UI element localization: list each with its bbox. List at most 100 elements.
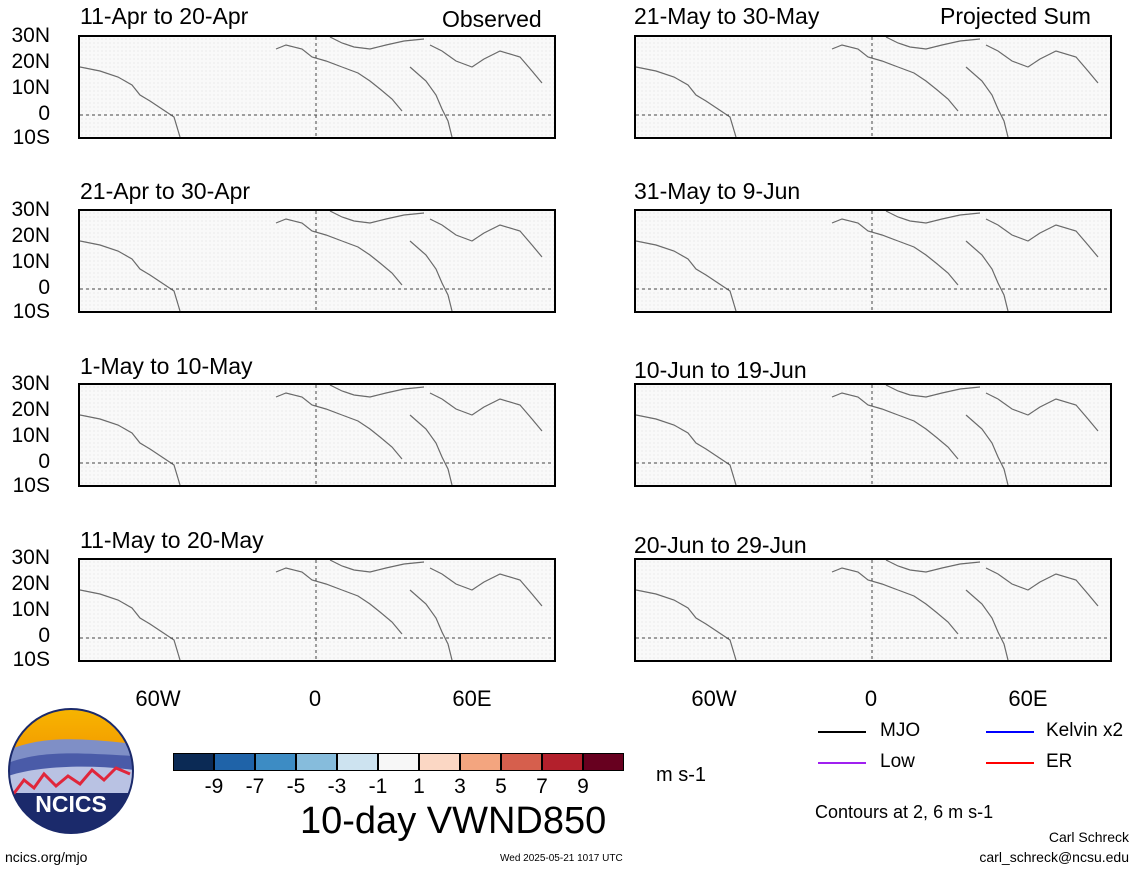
- colorbar-box: [501, 753, 542, 771]
- lat-label: 10S: [12, 300, 50, 323]
- colorbar-box: [378, 753, 419, 771]
- coastline: [80, 589, 181, 660]
- colorbar-box: [214, 753, 255, 771]
- ncics-logo-graphic: NCICS: [8, 708, 134, 834]
- coastline: [965, 414, 1009, 485]
- map-graphic: [80, 560, 554, 660]
- lat-label: 10S: [12, 474, 50, 497]
- coastline: [831, 567, 959, 635]
- projected-header: Projected Sum: [940, 3, 1091, 29]
- coastline: [636, 589, 737, 660]
- coastline: [409, 414, 453, 485]
- colorbar-label: 3: [454, 775, 466, 798]
- legend-line-kelvin: [986, 731, 1034, 733]
- lat-label: 0: [38, 102, 50, 125]
- colorbar-label: 7: [536, 775, 548, 798]
- map-panel: [78, 209, 556, 313]
- lon-label: 60W: [691, 686, 737, 711]
- map-panel: [634, 209, 1112, 313]
- coastline: [429, 567, 543, 607]
- panel-title-1: 11-Apr to 20-Apr: [80, 3, 249, 29]
- footer-email[interactable]: carl_schreck@ncsu.edu: [979, 849, 1129, 865]
- coastline: [985, 392, 1099, 432]
- lat-label: 10S: [12, 126, 50, 149]
- lat-label: 20N: [11, 398, 50, 421]
- coastline: [636, 414, 737, 485]
- coastline: [831, 392, 959, 460]
- colorbar-label: -3: [327, 775, 347, 798]
- coastline: [965, 589, 1009, 660]
- coastline: [329, 560, 425, 573]
- coastline: [80, 240, 181, 311]
- panel-title-5: 21-May to 30-May: [634, 3, 820, 29]
- coastline: [329, 211, 425, 224]
- lon-label: 60E: [1008, 686, 1048, 711]
- coastline: [831, 218, 959, 286]
- coastline: [636, 66, 737, 137]
- panel-title-7: 10-Jun to 19-Jun: [634, 357, 807, 383]
- coastline: [885, 37, 981, 50]
- coastline: [636, 240, 737, 311]
- lat-label: 0: [38, 450, 50, 473]
- coastline: [985, 567, 1099, 607]
- colorbar-box: [583, 753, 624, 771]
- panel-title-6: 31-May to 9-Jun: [634, 178, 801, 204]
- observed-header: Observed: [442, 6, 542, 32]
- coastline: [965, 240, 1009, 311]
- coastline: [831, 44, 959, 112]
- contours-note: Contours at 2, 6 m s-1: [815, 802, 994, 822]
- lat-label: 30N: [11, 372, 50, 395]
- colorbar-label: 9: [577, 775, 589, 798]
- legend-label-kelvin: Kelvin x2: [1046, 720, 1124, 741]
- map-panel: [634, 558, 1112, 662]
- coastline: [429, 392, 543, 432]
- legend-line-low: [818, 762, 866, 764]
- legend-label-er: ER: [1046, 751, 1073, 772]
- legend-line-mjo: [818, 731, 866, 733]
- map-panel: [78, 35, 556, 139]
- coastline: [80, 66, 181, 137]
- coastline: [429, 218, 543, 258]
- coastline: [429, 44, 543, 84]
- lat-label: 0: [38, 276, 50, 299]
- colorbar-title: 10-day VWND850: [300, 800, 607, 842]
- panel-title-8: 20-Jun to 29-Jun: [634, 532, 807, 558]
- colorbar-label: -7: [245, 775, 265, 798]
- coastline: [275, 567, 403, 635]
- lat-label: 10N: [11, 424, 50, 447]
- footer-url[interactable]: ncics.org/mjo: [5, 849, 88, 865]
- coastline: [409, 589, 453, 660]
- colorbar-box: [337, 753, 378, 771]
- coastline: [275, 392, 403, 460]
- lat-label: 30N: [11, 198, 50, 221]
- lat-label: 20N: [11, 224, 50, 247]
- footer-timestamp: Wed 2025-05-21 1017 UTC: [500, 853, 623, 864]
- panel-title-4: 11-May to 20-May: [80, 527, 264, 553]
- coastline: [80, 414, 181, 485]
- lat-label: 10S: [12, 648, 50, 671]
- ncics-logo[interactable]: NCICS: [8, 708, 134, 834]
- panel-title-3: 1-May to 10-May: [80, 353, 253, 379]
- map-panel: [634, 383, 1112, 487]
- lat-label: 10N: [11, 76, 50, 99]
- map-graphic: [636, 37, 1110, 137]
- coastline: [885, 385, 981, 398]
- coastline: [329, 385, 425, 398]
- coastline: [985, 44, 1099, 84]
- lat-label: 20N: [11, 50, 50, 73]
- map-panel: [634, 35, 1112, 139]
- map-graphic: [80, 385, 554, 485]
- lat-label: 0: [38, 624, 50, 647]
- coastline: [985, 218, 1099, 258]
- colorbar-box: [296, 753, 337, 771]
- coastline: [275, 44, 403, 112]
- colorbar-label: -9: [204, 775, 224, 798]
- colorbar-box: [419, 753, 460, 771]
- coastline: [885, 211, 981, 224]
- colorbar-box: [542, 753, 583, 771]
- coastline: [329, 37, 425, 50]
- map-graphic: [636, 560, 1110, 660]
- colorbar-label: 1: [413, 775, 425, 798]
- lon-label: 0: [864, 686, 878, 711]
- lat-label: 20N: [11, 572, 50, 595]
